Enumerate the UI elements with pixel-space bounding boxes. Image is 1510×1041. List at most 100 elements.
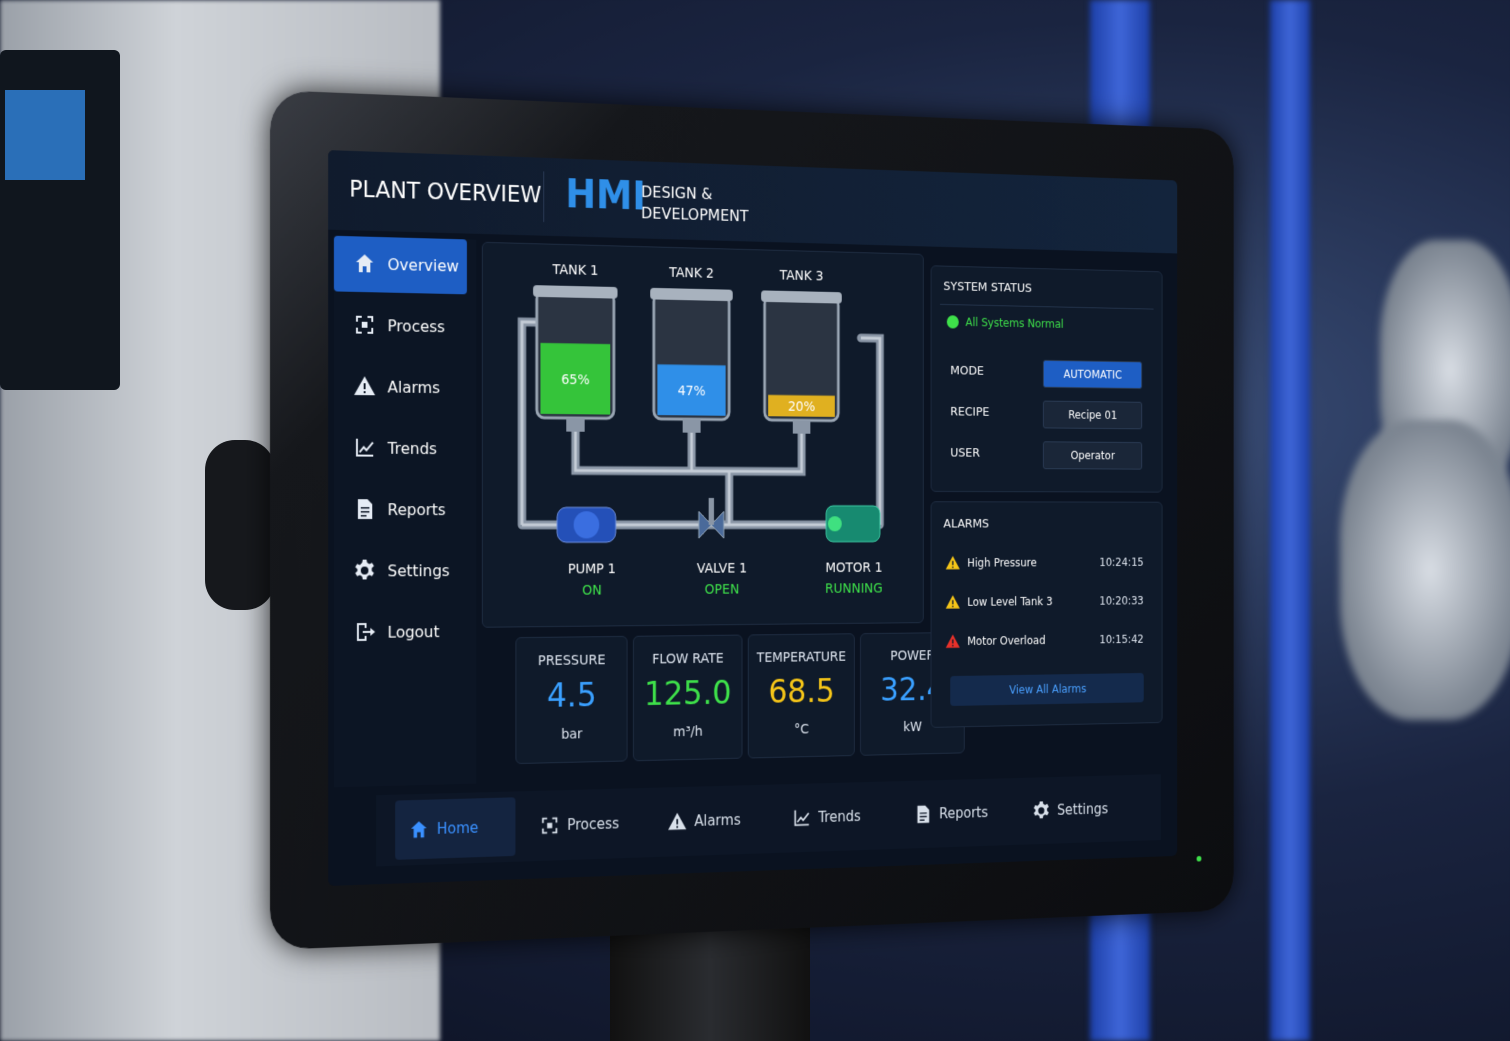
status-divider xyxy=(940,303,1154,310)
icon xyxy=(945,555,960,570)
metric-card: PRESSURE 4.5 bar xyxy=(515,635,628,765)
nav-item[interactable]: Trends xyxy=(780,787,892,847)
equipment-status: RUNNING xyxy=(825,581,883,597)
tank-level-label: 65% xyxy=(561,372,590,388)
header: PLANT OVERVIEW HMI DESIGN & DEVELOPMENT xyxy=(328,150,1178,254)
sidebar-item[interactable]: Reports xyxy=(334,482,467,538)
tank-cap xyxy=(761,290,842,304)
nav-item[interactable]: Reports xyxy=(901,784,1010,843)
nav-label: Alarms xyxy=(694,811,741,830)
equipment-status: ON xyxy=(582,583,602,599)
icon-shape xyxy=(356,438,374,457)
icon xyxy=(355,559,374,580)
icon xyxy=(411,821,427,838)
view-alarms-button[interactable]: View All Alarms xyxy=(950,672,1144,706)
icon-shape xyxy=(1033,801,1049,819)
nav-label: Process xyxy=(567,814,620,834)
motor xyxy=(826,506,880,542)
sidebar-label: Overview xyxy=(387,255,459,276)
sidebar-label: Trends xyxy=(387,438,437,459)
icon-shape xyxy=(668,812,687,830)
icon-shape xyxy=(355,559,374,580)
tank-outlet xyxy=(566,417,585,432)
bottom-nav: Home Process Alarms Trends Reports Settings xyxy=(376,774,1161,867)
metric-unit: m³/h xyxy=(673,724,703,741)
icon xyxy=(356,622,376,641)
sidebar-label: Alarms xyxy=(387,377,441,398)
tagline: DEVELOPMENT xyxy=(641,203,749,226)
icon-shape xyxy=(945,595,960,609)
field-value[interactable]: AUTOMATIC xyxy=(1042,359,1143,389)
equipment-label: VALVE 1 xyxy=(697,561,747,577)
alarm-time: 10:20:33 xyxy=(1099,594,1144,608)
alarms-title: ALARMS xyxy=(943,517,990,532)
alarm-text: Low Level Tank 3 xyxy=(967,594,1053,609)
equipment-label: PUMP 1 xyxy=(568,561,616,577)
sidebar-item[interactable]: Trends xyxy=(334,421,467,477)
nav-item[interactable]: Settings xyxy=(1020,781,1126,840)
system-status: SYSTEM STATUS All Systems Normal MODE AUTOM… xyxy=(930,265,1163,493)
tank-label: TANK 1 xyxy=(552,262,599,279)
sidebar-label: Logout xyxy=(387,622,440,642)
pump xyxy=(557,507,616,542)
nav-item[interactable]: Process xyxy=(527,794,644,856)
tank-level xyxy=(657,364,726,416)
hmi-screen: PLANT OVERVIEW HMI DESIGN & DEVELOPMENT Over… xyxy=(328,150,1178,886)
nav-item[interactable]: Alarms xyxy=(655,790,769,851)
sidebar-label: Reports xyxy=(387,500,446,520)
field-value[interactable]: Operator xyxy=(1042,441,1143,470)
tank-level-label: 47% xyxy=(678,383,706,399)
monitor-mount xyxy=(205,440,275,610)
alarm-time: 10:15:42 xyxy=(1099,632,1144,647)
sidebar-item[interactable]: Alarms xyxy=(334,359,467,416)
pump-head xyxy=(573,511,600,539)
tank-cap xyxy=(533,285,618,299)
equipment-label: MOTOR 1 xyxy=(825,560,882,576)
icon xyxy=(945,634,960,648)
tank-level-label: 20% xyxy=(788,399,815,415)
process-diagram: TANK 1 65% TANK 2 47% TANK 3 20% PUMP 1 ON VALVE… xyxy=(483,262,923,599)
icon xyxy=(668,812,687,830)
icon-shape xyxy=(356,622,376,641)
tank-outlet xyxy=(682,419,701,433)
sidebar-item[interactable]: Logout xyxy=(334,604,467,661)
status-title: SYSTEM STATUS xyxy=(943,279,1032,296)
icon-shape xyxy=(542,817,558,834)
sidebar-item[interactable]: Process xyxy=(334,297,467,355)
icon-shape xyxy=(356,315,374,334)
icon-shape xyxy=(357,499,373,520)
tagline: DESIGN & xyxy=(641,182,713,204)
nav-item[interactable]: Home xyxy=(395,797,516,860)
icon xyxy=(1033,801,1049,819)
icon xyxy=(356,315,374,334)
status-text: All Systems Normal xyxy=(965,315,1064,331)
metric-unit: bar xyxy=(561,726,583,743)
sidebar-label: Settings xyxy=(387,561,450,581)
header-divider xyxy=(543,171,545,223)
power-led xyxy=(1196,855,1202,862)
field-label: MODE xyxy=(950,363,984,379)
icon-shape xyxy=(411,821,427,838)
field-value[interactable]: Recipe 01 xyxy=(1042,400,1143,430)
metric-label: PRESSURE xyxy=(537,652,606,670)
background-screen xyxy=(5,90,85,180)
nav-label: Settings xyxy=(1057,800,1109,819)
icon-shape xyxy=(354,376,376,396)
icon-shape xyxy=(794,809,810,826)
equipment-status: OPEN xyxy=(705,582,740,598)
icon-shape xyxy=(945,555,960,570)
background-tank xyxy=(1340,420,1510,720)
tank-outlet xyxy=(792,420,811,434)
sidebar: Overview Process Alarms Trends Reports Settin… xyxy=(333,235,477,788)
status-ok-dot xyxy=(946,315,959,329)
header-title: PLANT OVERVIEW xyxy=(349,176,542,209)
alarm-text: Motor Overload xyxy=(967,633,1046,648)
sidebar-item[interactable]: Overview xyxy=(333,235,467,295)
motor-shaft xyxy=(827,516,842,532)
metric-value: 68.5 xyxy=(768,672,835,712)
sidebar-item[interactable]: Settings xyxy=(334,544,467,600)
icon xyxy=(794,809,810,826)
nav-label: Reports xyxy=(939,803,988,823)
process-panel: TANK 1 65% TANK 2 47% TANK 3 20% PUMP 1 ON VALVE… xyxy=(481,241,924,628)
